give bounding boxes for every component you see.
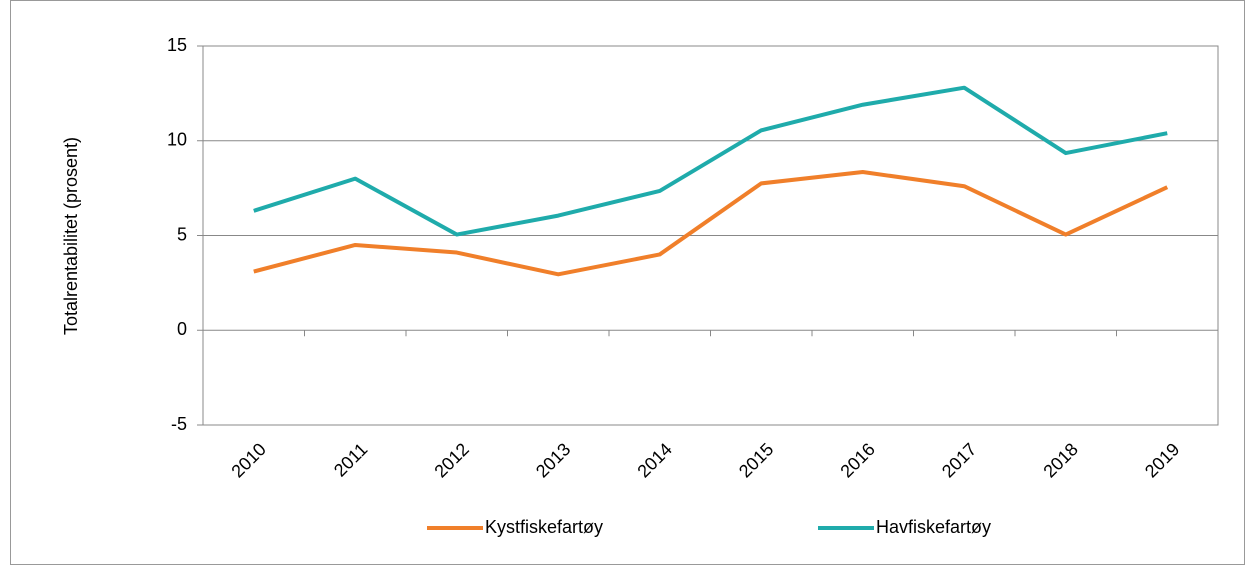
x-tick-label: 2011 [330, 439, 372, 481]
x-tick-label: 2015 [735, 439, 777, 481]
x-tick-label: 2019 [1141, 439, 1183, 481]
x-tick-label: 2016 [836, 439, 878, 481]
y-tick-label: 15 [167, 35, 187, 55]
x-tick-label: 2010 [227, 439, 269, 481]
line-series [253, 85, 1168, 237]
y-tick-label: 0 [177, 319, 187, 339]
x-tick-label: 2017 [938, 439, 980, 481]
x-tick-label: 2018 [1039, 439, 1081, 481]
y-tick-label: -5 [171, 414, 187, 434]
chart-frame [10, 0, 1245, 565]
x-tick-label: 2013 [532, 439, 574, 481]
x-tick-label: 2012 [430, 439, 472, 481]
line-series [253, 170, 1169, 277]
legend-label: Havfiskefartøy [876, 517, 991, 537]
legend-label: Kystfiskefartøy [485, 517, 603, 537]
y-tick-label: 10 [167, 130, 187, 150]
x-tick-label: 2014 [633, 439, 675, 481]
y-axis-label: Totalrentabilitet (prosent) [61, 137, 81, 335]
y-tick-label: 5 [177, 224, 187, 244]
